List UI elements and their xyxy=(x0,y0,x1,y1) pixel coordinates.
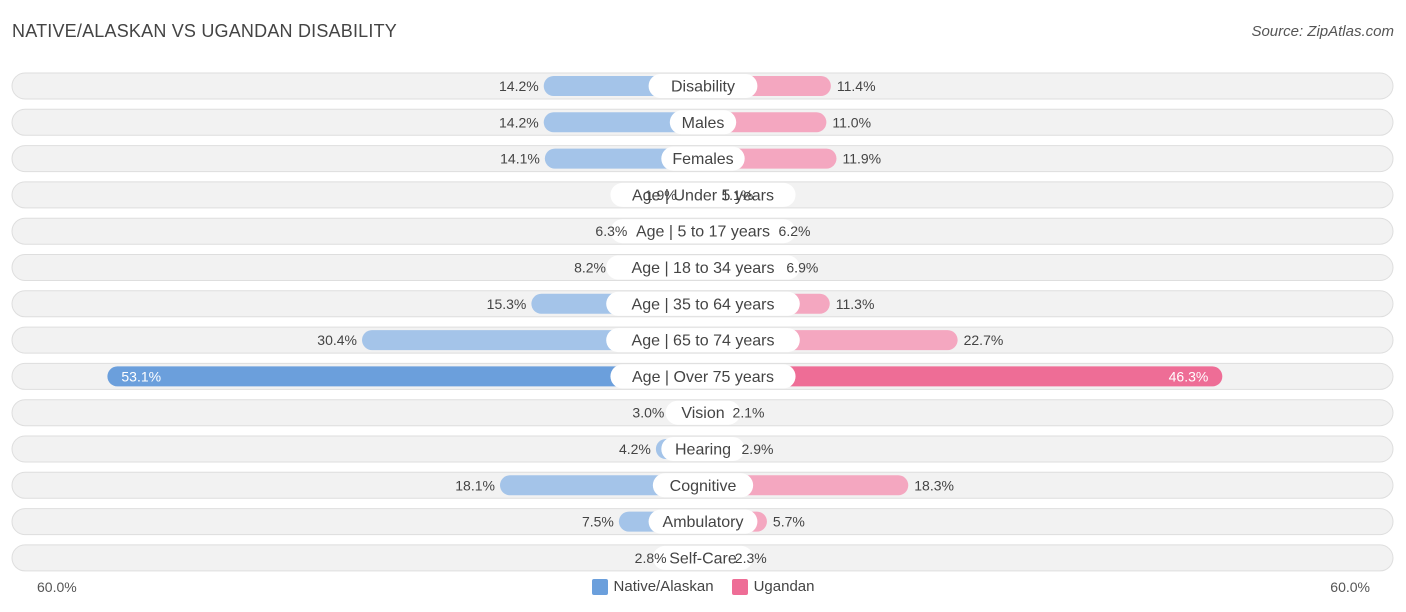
legend-swatch-native xyxy=(591,578,608,595)
value-label-ugandan: 46.3% xyxy=(1169,368,1209,384)
value-label-ugandan: 6.2% xyxy=(779,223,811,239)
value-label-native: 30.4% xyxy=(317,332,357,348)
diverging-bar-chart: Disability 14.2% 11.4% Males 14.2% 11.0% Femal… xyxy=(11,72,1394,572)
category-label: Males xyxy=(682,115,725,132)
value-label-native: 14.2% xyxy=(499,78,539,94)
category-pill xyxy=(606,255,800,280)
legend: Native/Alaskan Ugandan xyxy=(0,578,1406,595)
category-label: Ambulatory xyxy=(663,514,744,531)
value-label-ugandan: 11.4% xyxy=(837,78,876,94)
value-label-ugandan: 2.9% xyxy=(742,441,774,457)
value-label-native: 18.1% xyxy=(455,477,495,493)
value-label-ugandan: 1.1% xyxy=(721,187,753,203)
value-label-native: 3.0% xyxy=(632,405,664,421)
legend-swatch-ugandan xyxy=(731,578,748,595)
legend-label-native: Native/Alaskan xyxy=(613,578,714,595)
category-pill xyxy=(610,219,796,244)
category-pill xyxy=(648,74,758,98)
category-pill xyxy=(661,146,745,171)
category-label: Disability xyxy=(671,79,735,96)
value-label-native: 14.2% xyxy=(499,114,539,130)
chart-title: NATIVE/ALASKAN VS UGANDAN DISABILITY xyxy=(12,21,397,41)
value-label-native: 6.3% xyxy=(595,223,627,239)
value-label-native: 4.2% xyxy=(619,441,651,457)
bar-ugandan xyxy=(703,475,909,496)
value-label-ugandan: 22.7% xyxy=(964,332,1004,348)
category-pill xyxy=(610,364,796,389)
category-label: Age | 18 to 34 years xyxy=(632,260,775,277)
value-label-native: 53.1% xyxy=(121,368,161,384)
value-label-ugandan: 6.9% xyxy=(786,260,818,276)
category-label: Age | Under 5 years xyxy=(632,187,774,204)
bar-native xyxy=(543,112,703,133)
bar-native xyxy=(107,366,703,387)
value-label-native: 15.3% xyxy=(487,296,527,312)
bar-ugandan xyxy=(703,366,1223,387)
category-label: Hearing xyxy=(675,442,731,459)
value-label-ugandan: 11.3% xyxy=(836,296,875,312)
category-label: Age | 5 to 17 years xyxy=(636,224,770,241)
category-pill xyxy=(652,545,754,570)
category-label: Age | 35 to 64 years xyxy=(632,296,775,313)
value-label-native: 8.2% xyxy=(574,260,606,276)
category-pill xyxy=(610,182,796,207)
legend-label-ugandan: Ugandan xyxy=(753,578,815,595)
category-pill xyxy=(665,400,741,425)
category-pill xyxy=(606,328,800,353)
category-label: Cognitive xyxy=(670,478,737,495)
source-credit: Source: ZipAtlas.com xyxy=(1251,23,1394,40)
category-label: Self-Care xyxy=(669,550,737,567)
value-label-native: 7.5% xyxy=(582,514,614,530)
value-label-ugandan: 2.1% xyxy=(733,405,765,421)
category-pill xyxy=(669,110,737,135)
category-label: Females xyxy=(672,151,733,168)
value-label-ugandan: 18.3% xyxy=(914,477,954,493)
axis-right-max-label: 60.0% xyxy=(1330,579,1370,595)
value-label-ugandan: 5.7% xyxy=(773,514,805,530)
category-pill xyxy=(648,509,758,534)
value-label-native: 2.8% xyxy=(635,550,667,566)
category-label: Vision xyxy=(681,405,724,422)
value-label-ugandan: 2.3% xyxy=(735,550,767,566)
value-label-native: 1.9% xyxy=(645,187,677,203)
category-pill xyxy=(652,473,754,498)
value-label-ugandan: 11.0% xyxy=(832,114,871,130)
category-label: Age | 65 to 74 years xyxy=(632,333,775,350)
legend-item-ugandan: Ugandan xyxy=(731,578,815,595)
legend-item-native: Native/Alaskan xyxy=(591,578,714,595)
axis-left-max-label: 60.0% xyxy=(37,579,77,595)
category-label: Age | Over 75 years xyxy=(632,369,774,386)
bar-native xyxy=(499,475,703,496)
value-label-ugandan: 11.9% xyxy=(842,151,881,167)
value-label-native: 14.1% xyxy=(500,151,540,167)
category-pill xyxy=(661,437,745,461)
category-pill xyxy=(606,291,800,316)
